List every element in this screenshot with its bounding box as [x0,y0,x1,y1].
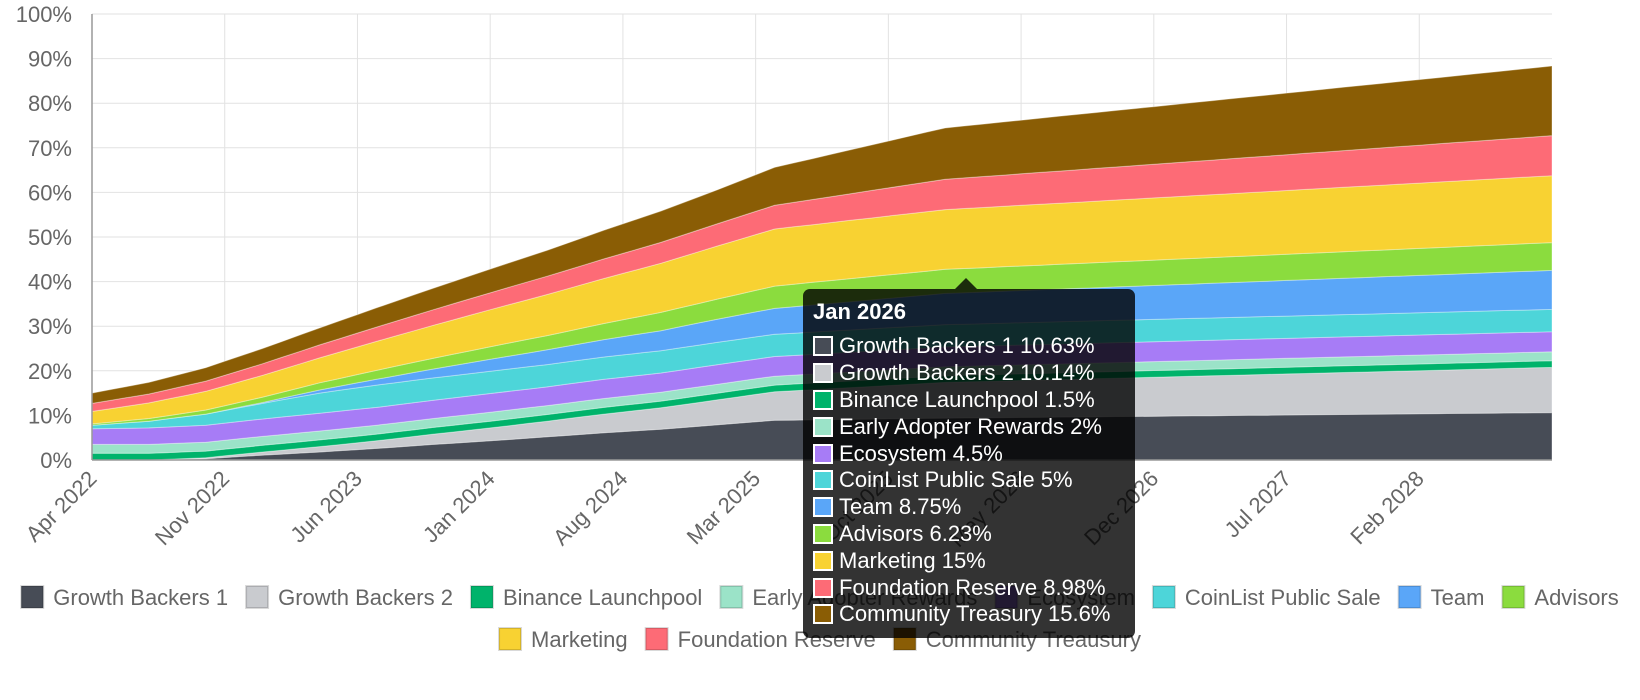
legend-label: Growth Backers 1 [53,585,228,610]
legend-swatch [719,585,744,609]
y-tick-label: 10% [28,403,72,428]
x-axis-ticks: Apr 2022 Nov 2022 Jun 2023 Jan 2024 Aug 2024… [21,466,1429,552]
tooltip-item-label: CoinList Public Sale 5% [839,467,1073,493]
tooltip-item: Advisors 6.23% [813,521,1125,548]
legend-swatch [1397,585,1422,609]
tooltip-swatch [813,416,833,437]
legend-swatch [498,627,523,651]
legend-swatch [1501,585,1526,609]
tooltip-caret [955,278,977,289]
x-tick-label: Jun 2023 [285,466,367,548]
tooltip-item-label: Early Adopter Rewards 2% [839,413,1102,439]
tooltip-swatch [813,443,833,464]
tooltip-item: Community Treasury 15.6% [813,601,1125,628]
legend-item[interactable]: Marketing [498,627,628,652]
tooltip-item: Binance Launchpool 1.5% [813,387,1125,414]
tooltip-item: Team 8.75% [813,494,1125,521]
legend-label: Marketing [531,627,628,652]
x-tick-label: Nov 2022 [150,466,234,550]
x-tick-label: Apr 2022 [21,466,102,547]
legend-swatch [245,585,270,609]
tooltip-swatch [813,550,833,571]
tooltip-item: Early Adopter Rewards 2% [813,413,1125,440]
legend-label: Advisors [1534,585,1618,610]
x-tick-label: Jan 2024 [418,466,500,548]
tooltip-item-label: Binance Launchpool 1.5% [839,386,1095,412]
legend-label: Binance Launchpool [503,585,702,610]
tooltip-item: Foundation Reserve 8.98% [813,574,1125,601]
tooltip-swatch [813,363,833,384]
tooltip: Jan 2026 Growth Backers 1 10.63% Growth B… [803,289,1135,638]
legend-item[interactable]: Advisors [1501,585,1619,610]
tooltip-item-label: Team 8.75% [839,494,962,520]
tooltip-item-label: Community Treasury 15.6% [839,601,1111,627]
y-tick-label: 50% [28,225,72,250]
tooltip-item-label: Marketing 15% [839,547,986,573]
legend-item[interactable]: Growth Backers 2 [245,585,453,610]
tooltip-swatch [813,497,833,518]
y-tick-label: 0% [40,448,72,473]
area-series-6[interactable] [91,269,1553,426]
legend-item[interactable]: Binance Launchpool [469,585,702,610]
legend-swatch [20,585,45,609]
tooltip-item-label: Ecosystem 4.5% [839,440,1003,466]
tooltip-item: CoinList Public Sale 5% [813,467,1125,494]
tooltip-item-label: Foundation Reserve 8.98% [839,574,1106,600]
y-tick-label: 100% [16,2,72,27]
tooltip-item: Marketing 15% [813,547,1125,574]
y-tick-label: 20% [28,359,72,384]
legend-item[interactable]: CoinList Public Sale [1151,585,1381,610]
tooltip-item: Ecosystem 4.5% [813,440,1125,467]
tooltip-swatch [813,523,833,544]
legend-label: CoinList Public Sale [1185,585,1381,610]
tooltip-title: Jan 2026 [813,299,906,324]
tooltip-item: Growth Backers 1 10.63% [813,333,1125,360]
y-tick-label: 90% [28,47,72,72]
area-series-10[interactable] [91,65,1553,404]
tooltip-item-label: Advisors 6.23% [839,520,992,546]
x-tick-label: Jul 2027 [1220,466,1297,543]
x-tick-label: Mar 2025 [682,466,765,549]
x-tick-label: Aug 2024 [548,466,632,550]
y-tick-label: 70% [28,136,72,161]
legend-swatch [469,585,494,609]
tooltip-swatch [813,336,833,357]
tooltip-item-label: Growth Backers 2 10.14% [839,360,1095,386]
legend[interactable]: Growth Backers 1 Growth Backers 2 Binance … [20,585,1619,652]
y-tick-label: 30% [28,314,72,339]
legend-label: Team [1431,585,1485,610]
tooltip-swatch [813,389,833,410]
y-tick-label: 80% [28,91,72,116]
tooltip-swatch [813,577,833,598]
legend-swatch [644,627,669,651]
legend-swatch [1151,585,1176,609]
y-tick-label: 60% [28,180,72,205]
x-tick-label: Feb 2028 [1345,466,1428,549]
tooltip-swatch [813,470,833,491]
tooltip-item: Growth Backers 2 10.14% [813,360,1125,387]
y-axis-ticks: 0% 10% 20% 30% 40% 50% 60% 70% 80% 90% 100% [16,2,72,473]
legend-item[interactable]: Growth Backers 1 [20,585,228,610]
tooltip-item-label: Growth Backers 1 10.63% [839,333,1095,359]
tooltip-swatch [813,604,833,625]
legend-label: Growth Backers 2 [278,585,453,610]
y-tick-label: 40% [28,270,72,295]
legend-item[interactable]: Team [1397,585,1485,610]
